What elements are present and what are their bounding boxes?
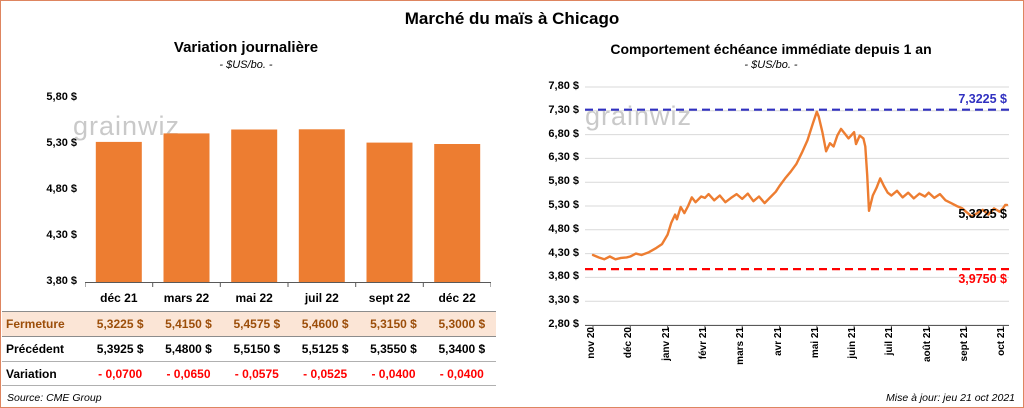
table-cell: - 0,0575 [234, 366, 279, 381]
x-tick-label: mars 21 [735, 327, 747, 365]
table-cell: 5,5125 $ [301, 342, 349, 356]
grainwiz-watermark: grainwiz [585, 101, 693, 131]
table-cell: - 0,0400 [439, 366, 484, 381]
y-tick-label: 7,80 $ [548, 80, 579, 92]
table-row-fermeture: Fermeture 5,3225 $ 5,4150 $ 5,4575 $ 5,4600 … [2, 311, 496, 336]
x-tick-label: janv 21 [660, 327, 672, 361]
y-tick-label: 3,30 $ [548, 294, 579, 307]
row-label: Fermeture [6, 317, 65, 331]
table-cell: - 0,0700 [98, 366, 143, 381]
category-label: déc 21 [100, 291, 138, 305]
last-value-label: 5,3225 $ [958, 207, 1007, 221]
x-tick-label: juin 21 [847, 327, 859, 359]
table-cell: 5,4800 $ [165, 342, 212, 356]
updated-note: Mise à jour: jeu 21 oct 2021 [886, 392, 1015, 404]
y-tick-label: 2,80 $ [548, 318, 579, 330]
line-chart-subtitle: - $US/bo. - [744, 59, 798, 71]
line-chart-title: Comportement échéance immédiate depuis 1… [610, 41, 932, 57]
y-tick-label: 4,30 $ [548, 246, 579, 259]
price-table: Fermeture 5,3225 $ 5,4150 $ 5,4575 $ 5,4600 … [2, 311, 496, 386]
bar-chart-title: Variation journalière [173, 39, 319, 56]
x-tick-label: juil 21 [884, 327, 896, 356]
y-tick-label: 3,80 $ [548, 270, 579, 283]
table-cell: - 0,0400 [371, 366, 416, 381]
table-cell: 5,4575 $ [233, 317, 281, 331]
y-tick-label: 4,80 $ [46, 183, 77, 195]
x-tick-label: déc 20 [623, 327, 635, 359]
table-cell: 5,3225 $ [96, 317, 144, 331]
table-cell: 5,4600 $ [301, 317, 349, 331]
category-label: déc 22 [438, 291, 476, 305]
table-cell: 5,5150 $ [233, 342, 281, 356]
x-tick-label: sept 21 [959, 327, 970, 362]
x-tick-label: août 21 [921, 327, 933, 363]
y-tick-label: 7,30 $ [548, 103, 579, 116]
table-cell: 5,3000 $ [438, 317, 486, 331]
page-title: Marché du maïs à Chicago [404, 9, 620, 28]
x-tick-label: févr 21 [697, 327, 709, 360]
table-cell: 5,3400 $ [438, 342, 486, 356]
category-label: mars 22 [163, 291, 210, 305]
x-tick-label: mai 21 [809, 327, 821, 359]
x-tick-label: nov 20 [586, 327, 597, 359]
table-cell: - 0,0525 [303, 366, 348, 381]
table-cell: 5,4150 $ [165, 317, 212, 331]
table-row-precedent: Précédent 5,3925 $ 5,4800 $ 5,5150 $ 5,5125 … [2, 336, 496, 361]
table-cell: 5,3150 $ [370, 317, 417, 331]
table-row-variation: Variation - 0,0700 - 0,0650 - 0,0575 - 0,052… [2, 361, 496, 386]
y-tick-label: 5,30 $ [46, 137, 77, 149]
row-label: Variation [6, 366, 57, 381]
x-tick-label: oct 21 [996, 327, 1008, 356]
grainwiz-watermark: grainwiz [73, 111, 181, 141]
y-tick-label: 5,30 $ [548, 199, 579, 211]
max-reference-label: 7,3225 $ [958, 92, 1007, 106]
y-tick-label: 6,30 $ [548, 151, 579, 164]
y-tick-label: 3,80 $ [46, 275, 77, 287]
category-label: mai 22 [235, 291, 273, 305]
min-reference-label: 3,9750 $ [958, 272, 1007, 286]
line-chart-plot [585, 86, 1009, 330]
table-cell: - 0,0650 [166, 366, 211, 381]
category-label: sept 22 [368, 291, 411, 305]
bar-chart-plot [85, 129, 491, 287]
source-note: Source: CME Group [7, 392, 102, 404]
category-label: juil 22 [304, 291, 339, 305]
y-tick-label: 4,80 $ [548, 222, 579, 235]
x-tick-label: avr 21 [772, 327, 784, 356]
table-cell: 5,3550 $ [370, 342, 417, 356]
y-tick-label: 4,30 $ [46, 229, 77, 241]
row-label: Précédent [6, 342, 65, 356]
y-tick-label: 5,80 $ [46, 91, 77, 103]
bar-chart-subtitle: - $US/bo. - [219, 59, 273, 71]
y-tick-label: 5,80 $ [548, 175, 579, 188]
table-cell: 5,3925 $ [96, 342, 144, 356]
y-tick-label: 6,80 $ [548, 127, 579, 140]
